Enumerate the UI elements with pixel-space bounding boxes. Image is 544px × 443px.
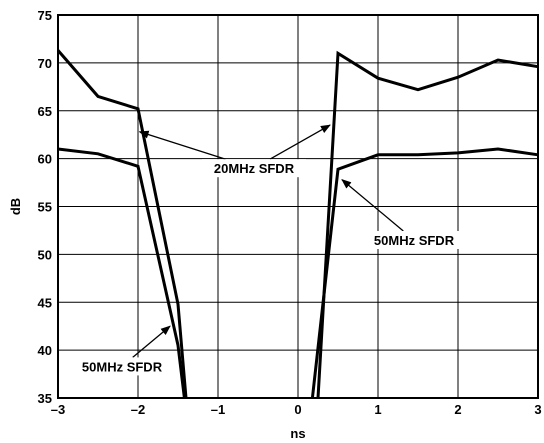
series-line-50mhz_right (310, 147, 539, 399)
annotation-background (362, 231, 466, 250)
x-tick-label: 3 (534, 402, 541, 417)
annotation-arrow (269, 124, 331, 160)
grid (57, 14, 539, 399)
x-tick-label: –1 (211, 402, 225, 417)
annotation-arrow (132, 325, 171, 358)
y-tick-label: 75 (38, 8, 52, 23)
annotation-background (202, 159, 306, 178)
x-axis-label: ns (290, 426, 305, 441)
y-tick-label: 70 (38, 56, 52, 71)
y-tick-label: 45 (38, 295, 52, 310)
y-tick-label: 65 (38, 104, 52, 119)
series-layer (56, 49, 539, 399)
y-tick-label: 50 (38, 247, 52, 262)
y-tick-label: 35 (38, 391, 52, 406)
series-line-50mhz_left (57, 147, 186, 399)
series-line-20mhz_left (56, 49, 188, 399)
plot-frame (57, 14, 539, 399)
series-line-20mhz_right (316, 50, 539, 399)
annotations: 20MHz SFDR 50MHz SFDR 50MHz SFDR (70, 124, 466, 376)
x-tick-label: 0 (294, 402, 301, 417)
annotation-arrow (341, 179, 404, 232)
x-tick-label: 2 (454, 402, 461, 417)
annotation-background (70, 357, 174, 376)
y-tick-label: 60 (38, 152, 52, 167)
x-tick-label: –2 (131, 402, 145, 417)
x-tick-label: 1 (374, 402, 381, 417)
annotation-arrow (138, 130, 226, 160)
annotation-label: 20MHz SFDR (214, 161, 295, 176)
y-axis-label: dB (8, 198, 23, 215)
x-tick-label: –3 (51, 402, 65, 417)
y-tick-label: 55 (38, 200, 52, 215)
y-tick-label: 40 (38, 343, 52, 358)
tick-labels: –3 –2 –1 0 1 2 3 35 40 45 50 55 60 65 70 75 (38, 8, 542, 417)
annotation-label: 50MHz SFDR (374, 233, 455, 248)
annotation-label: 50MHz SFDR (82, 359, 163, 374)
